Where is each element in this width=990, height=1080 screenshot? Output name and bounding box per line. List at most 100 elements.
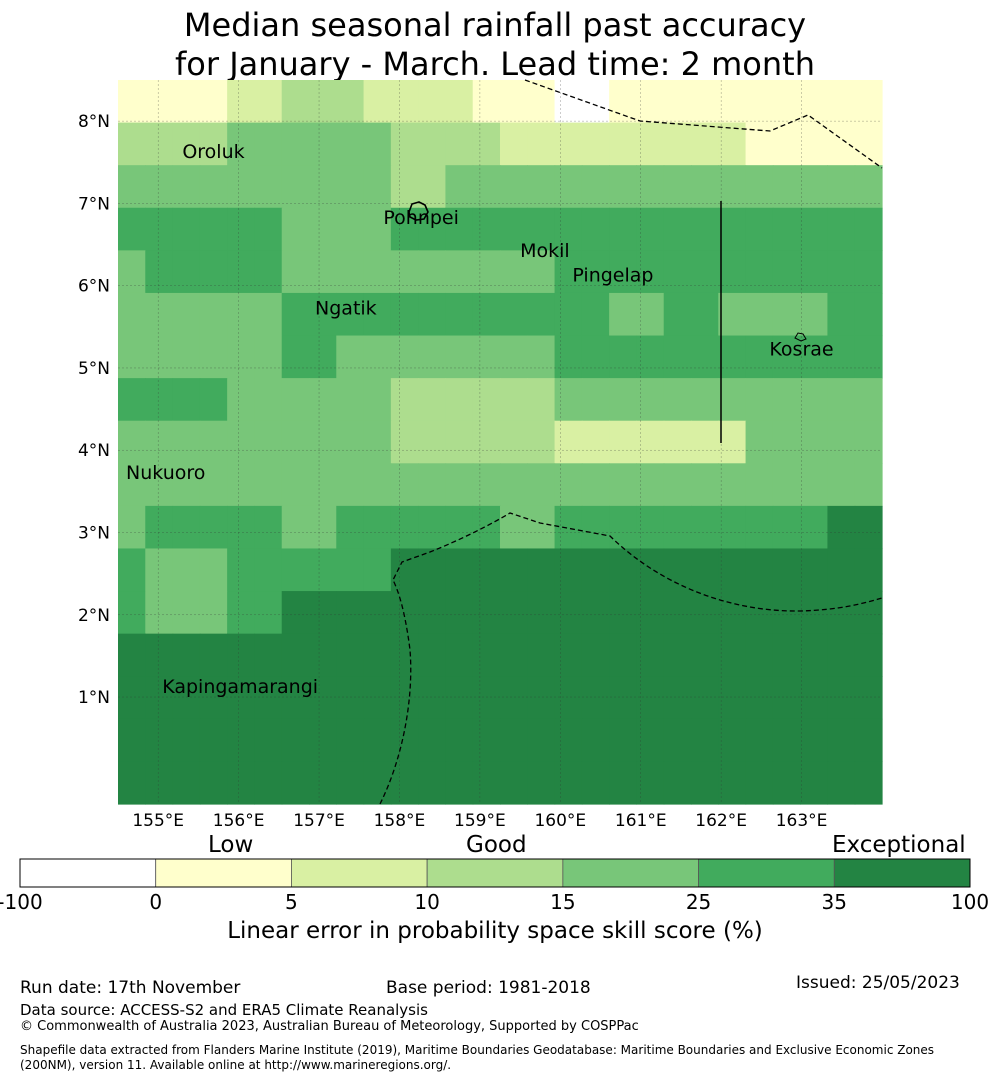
grid-cell: [363, 292, 392, 337]
grid-cell: [527, 207, 556, 251]
grid-cell: [199, 548, 228, 592]
grid-cell: [691, 250, 719, 294]
colorbar-tick-label: 5: [285, 890, 298, 914]
grid-cell: [800, 718, 829, 763]
grid-cell: [281, 207, 310, 251]
grid-cell: [554, 335, 583, 379]
grid-cell: [199, 292, 228, 337]
grid-cell: [718, 207, 747, 251]
grid-cell: [445, 463, 474, 507]
grid-cell: [309, 335, 337, 379]
grid-cell: [336, 676, 365, 720]
grid-cell: [527, 335, 556, 379]
grid-cell: [390, 80, 419, 124]
skill-grid: [118, 80, 883, 805]
grid-cell: [199, 207, 228, 251]
grid-cell: [527, 505, 556, 550]
colorbar: [19, 858, 971, 888]
grid-cell: [800, 250, 829, 294]
grid-cell: [691, 463, 719, 507]
grid-cell: [254, 676, 283, 720]
grid-cell: [772, 250, 801, 294]
grid-cell: [745, 505, 774, 550]
grid-cell: [445, 505, 474, 550]
grid-cell: [718, 420, 747, 464]
grid-cell: [609, 676, 638, 720]
grid-cell: [718, 676, 747, 720]
grid-cell: [281, 165, 310, 209]
grid-cell: [172, 207, 201, 251]
grid-cell: [609, 548, 638, 592]
grid-cell: [199, 591, 228, 635]
grid-cell: [500, 676, 528, 720]
grid-cell: [772, 378, 801, 422]
grid-cell: [172, 633, 201, 677]
grid-cell: [500, 80, 528, 124]
grid-cell: [145, 420, 174, 464]
colorbar-label: Linear error in probability space skill …: [227, 918, 763, 944]
colorbar-tick-label: 0: [149, 890, 163, 914]
grid-cell: [691, 591, 719, 635]
grid-cell: [500, 505, 528, 550]
grid-cell: [227, 207, 256, 251]
grid-cell: [227, 250, 256, 294]
grid-cell: [281, 122, 310, 166]
grid-cell: [718, 335, 747, 379]
grid-cell: [145, 591, 174, 635]
grid-cell: [145, 207, 174, 251]
grid-cell: [363, 761, 392, 805]
grid-cell: [472, 463, 501, 507]
grid-cell: [718, 505, 747, 550]
grid-cell: [718, 378, 747, 422]
grid-cell: [609, 591, 638, 635]
grid-cell: [472, 122, 501, 166]
pohnpei-island: [408, 201, 429, 221]
grid-cell: [745, 80, 774, 124]
place-label: Pingelap: [572, 265, 653, 287]
grid-cell: [145, 122, 174, 166]
grid-cell: [800, 463, 829, 507]
grid-cell: [445, 548, 474, 592]
grid-cell: [854, 676, 883, 720]
grid-cell: [227, 548, 256, 592]
grid-cell: [636, 591, 665, 635]
eez-boundary-north: [524, 79, 883, 169]
grid-cell: [745, 548, 774, 592]
grid-cell: [336, 591, 365, 635]
grid-cell: [418, 122, 447, 166]
grid-cell: [636, 250, 665, 294]
grid-cell: [500, 250, 528, 294]
grid-cell: [445, 676, 474, 720]
grid-cell: [691, 80, 719, 124]
grid-cell: [472, 633, 501, 677]
grid-cell: [227, 122, 256, 166]
grid-cell: [118, 378, 146, 422]
x-tick-label: 155°E: [132, 811, 184, 830]
grid-cell: [472, 80, 501, 124]
grid-cell: [691, 378, 719, 422]
x-tick-label: 160°E: [534, 811, 586, 830]
grid-cell: [718, 292, 747, 337]
grid-cell: [336, 80, 365, 124]
grid-cell: [445, 420, 474, 464]
grid-cell: [500, 463, 528, 507]
grid-cell: [691, 335, 719, 379]
grid-cell: [609, 463, 638, 507]
grid-cell: [418, 378, 447, 422]
grid-cell: [227, 335, 256, 379]
grid-cell: [336, 505, 365, 550]
grid-cell: [472, 420, 501, 464]
grid-cell: [663, 718, 692, 763]
colorbar-border: [19, 858, 971, 888]
grid-cell: [199, 335, 228, 379]
grid-cell: [745, 207, 774, 251]
grid-cell: [554, 633, 583, 677]
grid-cell: [772, 633, 801, 677]
grid-cell: [363, 420, 392, 464]
y-tick-label: 4°N: [78, 441, 110, 461]
grid-cell: [500, 207, 528, 251]
grid-cell: [254, 463, 283, 507]
grid-cell: [636, 463, 665, 507]
grid-cell: [800, 207, 829, 251]
run-date: Run date: 17th November: [20, 978, 241, 998]
